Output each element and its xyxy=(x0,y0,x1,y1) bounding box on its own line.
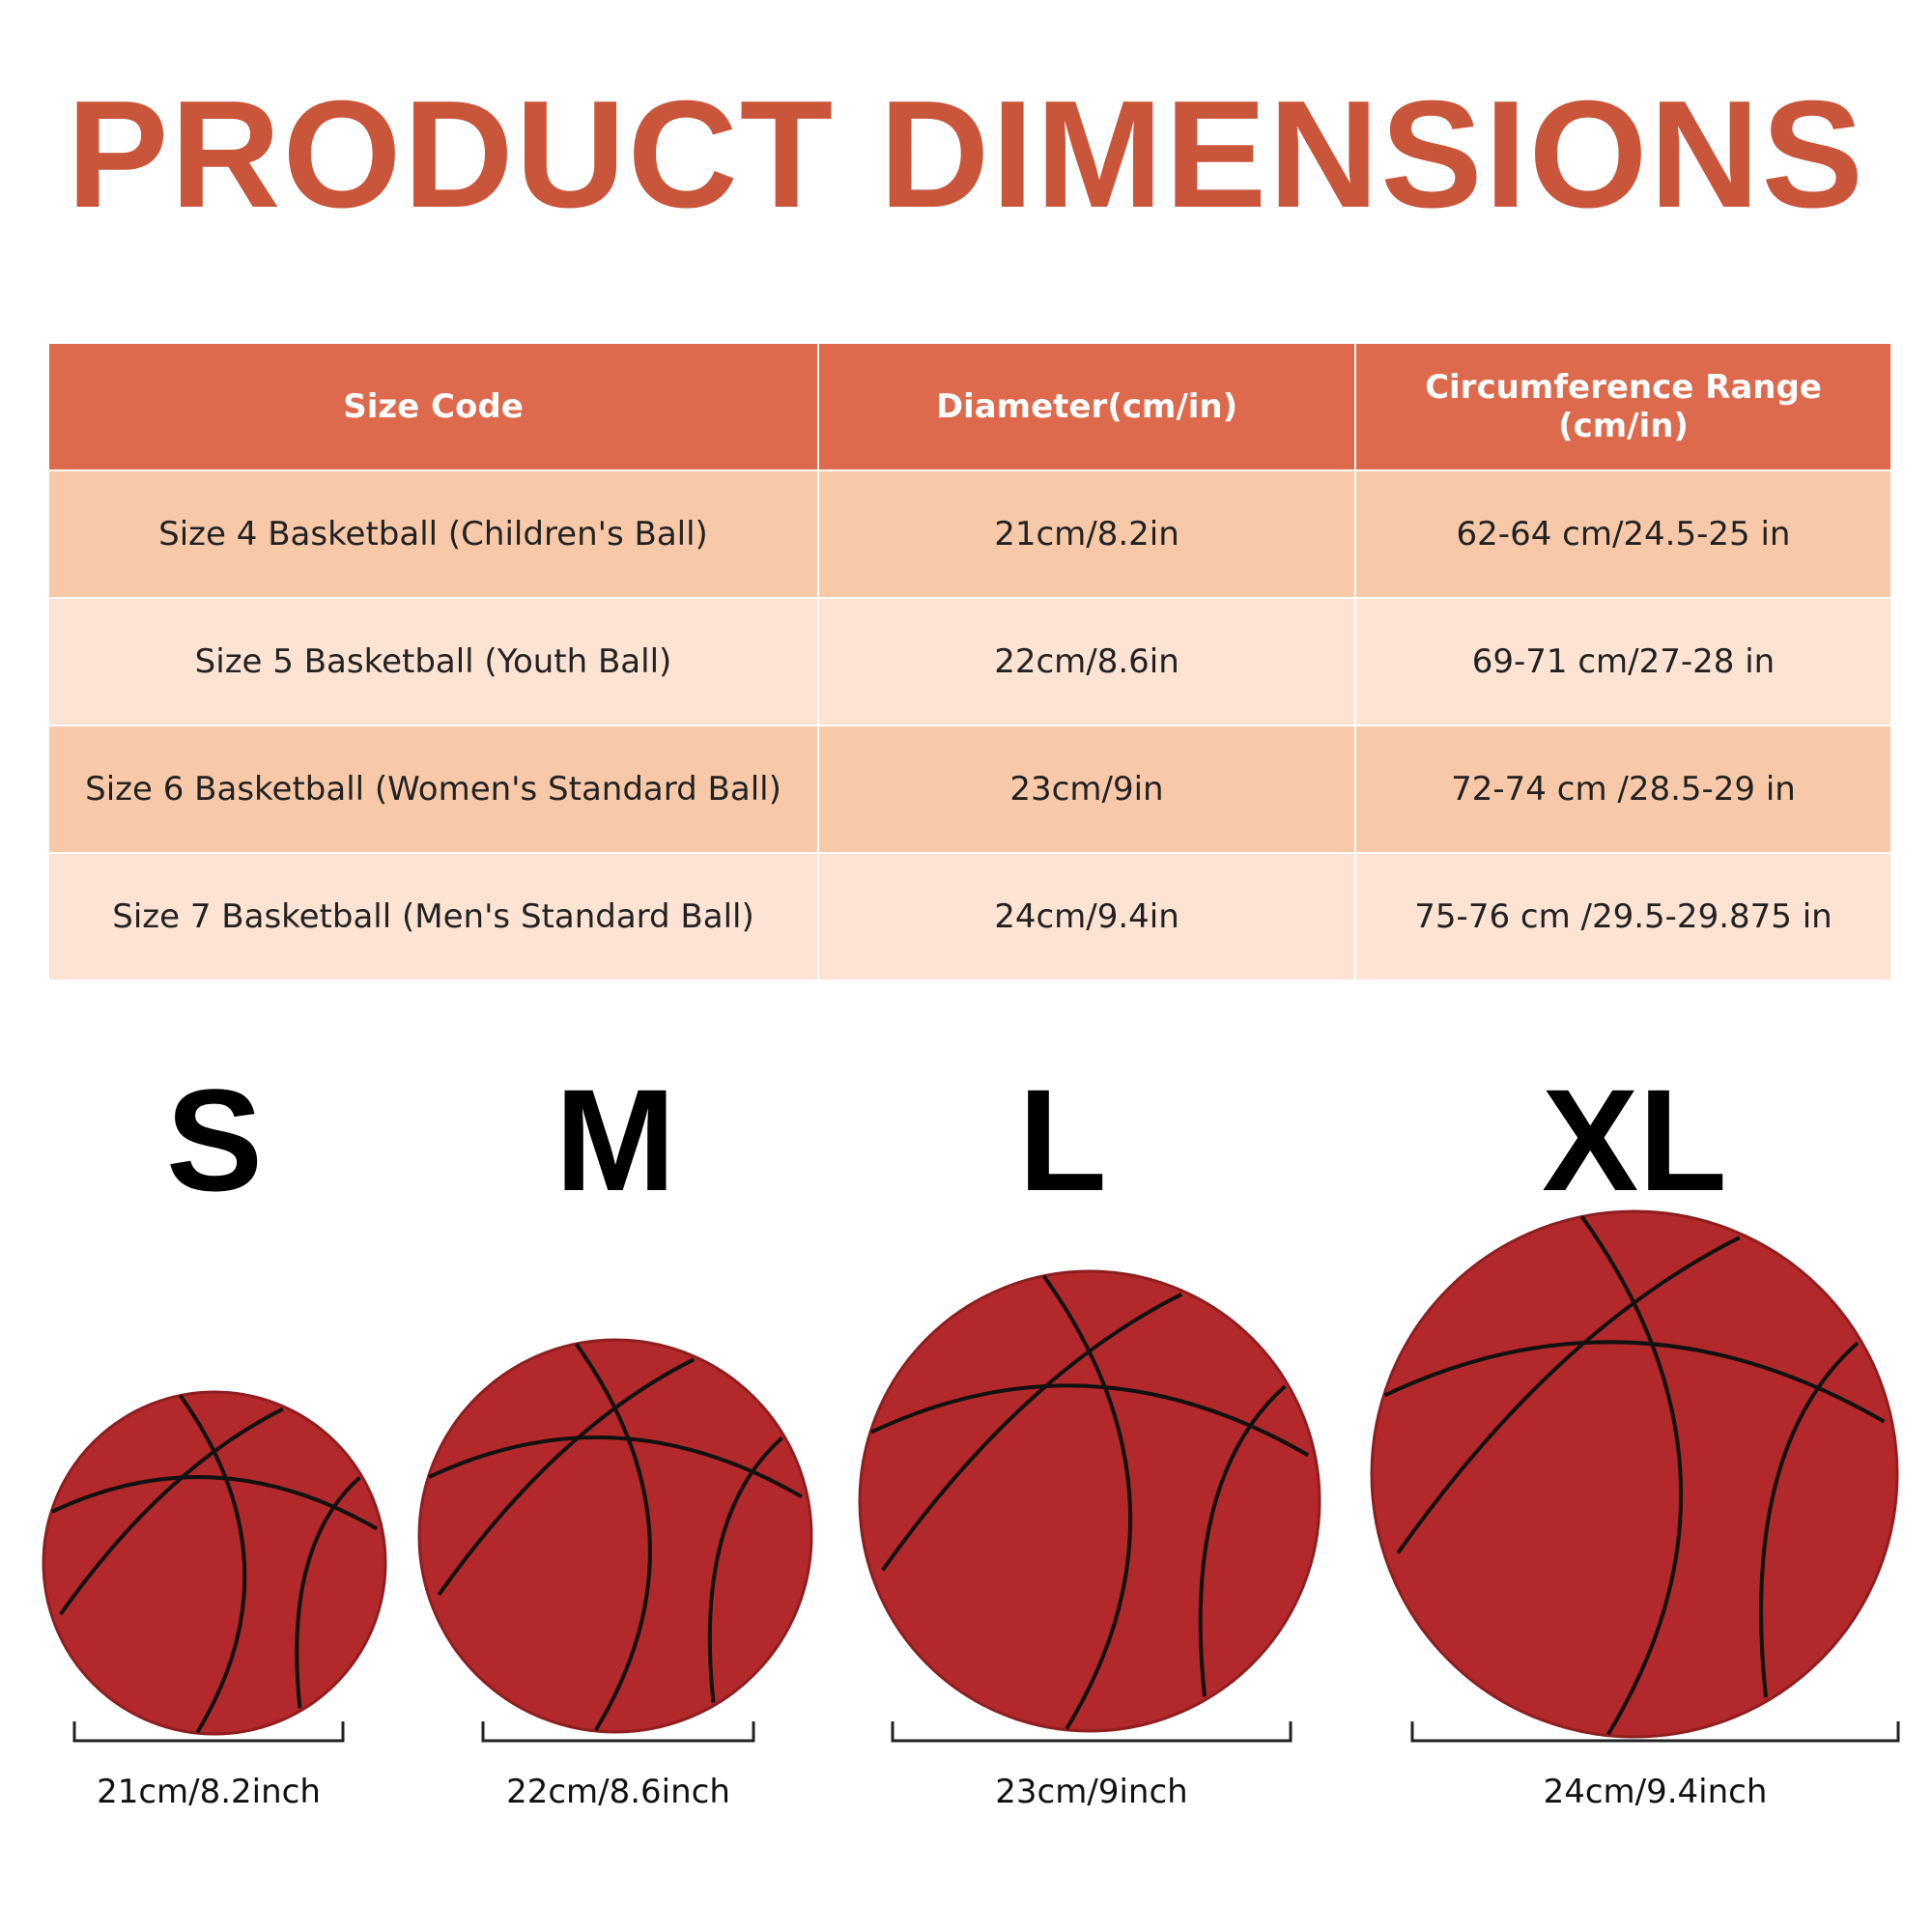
dimension-bracket xyxy=(72,1721,345,1743)
ball-seam xyxy=(574,1342,652,1732)
ball-seam xyxy=(1759,1341,1860,1698)
header-cell: Diameter(cm/in) xyxy=(818,344,1356,471)
table-cell: Size 6 Basketball (Women's Standard Ball… xyxy=(49,725,819,854)
table-cell: 72-74 cm /28.5-29 in xyxy=(1355,725,1892,854)
ball-seam xyxy=(1041,1274,1133,1730)
header-cell: Circumference Range (cm/in) xyxy=(1355,344,1892,471)
title: PRODUCT DIMENSIONS xyxy=(67,70,1865,240)
ball-seam xyxy=(59,1406,284,1616)
size-illustration: S 21cm/8.2inch M 22cm/8.6inch L 23cm/9inch XL 2… xyxy=(42,1059,1900,1811)
dimension-label: 23cm/9inch xyxy=(995,1773,1187,1811)
table-cell: Size 7 Basketball (Men's Standard Ball) xyxy=(49,853,819,981)
basketball xyxy=(42,1390,387,1736)
table-cell: 21cm/8.2in xyxy=(818,470,1356,599)
table-row: Size 7 Basketball (Men's Standard Ball) 2… xyxy=(49,853,1892,981)
size-letter: L xyxy=(1018,1059,1107,1221)
dimension-label: 24cm/9.4inch xyxy=(1544,1773,1768,1811)
table-row: Size 4 Basketball (Children's Ball) 21cm/… xyxy=(49,470,1892,599)
ball-seam xyxy=(1579,1215,1684,1736)
ball-seam xyxy=(437,1357,696,1597)
dimension-bracket xyxy=(481,1721,755,1743)
dimension-bracket xyxy=(1410,1721,1900,1743)
basketball xyxy=(858,1269,1321,1733)
table-cell: 69-71 cm/27-28 in xyxy=(1355,598,1892,726)
header-cell: Size Code xyxy=(49,344,819,471)
ball-seam xyxy=(1396,1236,1741,1554)
table-row: Size 6 Basketball (Women's Standard Ball… xyxy=(49,725,1892,854)
ball-seam xyxy=(1383,1340,1886,1424)
size-letter: XL xyxy=(1542,1059,1727,1221)
dimension-bracket xyxy=(891,1721,1293,1743)
ball-seam xyxy=(1198,1384,1287,1697)
ball-seam xyxy=(178,1394,247,1734)
size-letter: S xyxy=(166,1059,263,1221)
table-cell: 62-64 cm/24.5-25 in xyxy=(1355,470,1892,599)
dimension-label: 22cm/8.6inch xyxy=(506,1773,730,1811)
ball-seam xyxy=(870,1383,1310,1458)
basketball xyxy=(1370,1209,1899,1739)
table-cell: Size 4 Basketball (Children's Ball) xyxy=(49,470,819,599)
size-letter: M xyxy=(555,1059,676,1221)
table-cell: 75-76 cm /29.5-29.875 in xyxy=(1355,853,1892,981)
table-cell: Size 5 Basketball (Youth Ball) xyxy=(49,598,819,726)
table-cell: 23cm/9in xyxy=(818,725,1356,854)
ball-seam xyxy=(881,1293,1183,1572)
dimension-label: 21cm/8.2inch xyxy=(97,1773,321,1811)
size-table: Size Code Diameter(cm/in) Circumference Ra… xyxy=(49,344,1892,981)
ball-seam xyxy=(295,1476,361,1709)
ball-seam xyxy=(707,1436,783,1703)
basketball xyxy=(417,1338,813,1734)
table-cell: 22cm/8.6in xyxy=(818,598,1356,726)
table-cell: 24cm/9.4in xyxy=(818,853,1356,981)
table-row: Size 5 Basketball (Youth Ball) 22cm/8.6in… xyxy=(49,598,1892,726)
header-row: Size Code Diameter(cm/in) Circumference Ra… xyxy=(49,344,1892,471)
